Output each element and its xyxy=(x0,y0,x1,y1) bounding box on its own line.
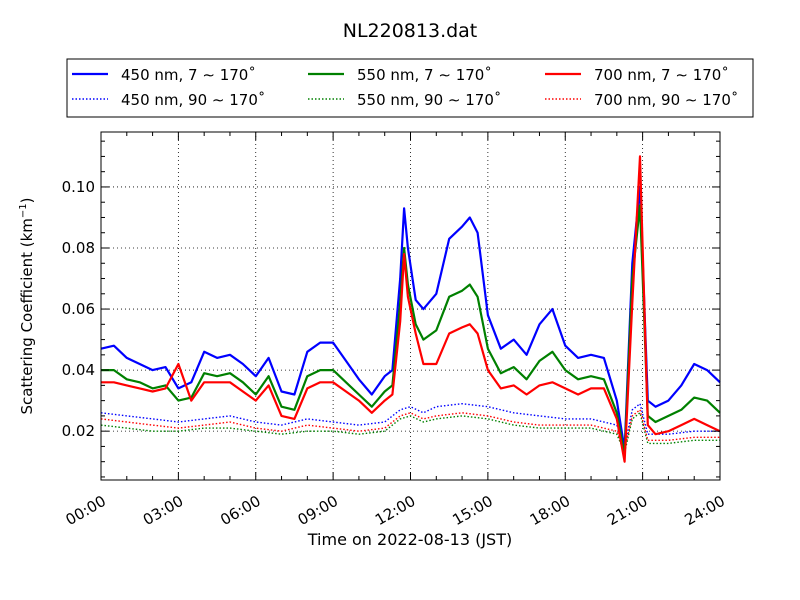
x-tick-label: 00:00 xyxy=(63,492,109,529)
legend-label: 450 nm, 90 ∼ 170˚ xyxy=(121,91,265,109)
x-tick-label: 15:00 xyxy=(449,492,495,529)
y-tick-label: 0.06 xyxy=(62,300,95,318)
x-tick-label: 06:00 xyxy=(217,492,263,529)
legend-label: 700 nm, 90 ∼ 170˚ xyxy=(594,91,738,109)
series-line-4 xyxy=(100,412,720,454)
legend-label: 450 nm, 7 ∼ 170˚ xyxy=(121,66,256,84)
chart-title: NL220813.dat xyxy=(343,20,478,42)
x-tick-label: 12:00 xyxy=(372,492,418,529)
legend: 450 nm, 7 ∼ 170˚ 550 nm, 7 ∼ 170˚ 700 nm, … xyxy=(66,58,754,118)
y-axis-label-sup: −1 xyxy=(18,203,29,218)
y-tick-label: 0.04 xyxy=(62,361,95,379)
y-tick-label: 0.08 xyxy=(62,239,95,257)
x-tick-label: 18:00 xyxy=(527,492,573,529)
legend-box xyxy=(66,58,754,118)
axis-ticks xyxy=(100,132,721,480)
x-axis-label: Time on 2022-08-13 (JST) xyxy=(307,530,512,549)
legend-label: 550 nm, 7 ∼ 170˚ xyxy=(357,66,492,84)
legend-label: 550 nm, 90 ∼ 170˚ xyxy=(357,91,501,109)
y-tick-labels: 0.02 0.04 0.06 0.08 0.10 xyxy=(62,178,95,440)
legend-label: 700 nm, 7 ∼ 170˚ xyxy=(594,66,729,84)
x-tick-labels: 00:00 03:00 06:00 09:00 12:00 15:00 18:00 21:00… xyxy=(63,492,728,529)
x-tick-label: 21:00 xyxy=(604,492,650,529)
series-line-2 xyxy=(101,155,721,463)
y-axis-label: Scattering Coefficient (km−1) xyxy=(18,197,36,414)
x-tick-label: 03:00 xyxy=(140,492,186,529)
y-tick-label: 0.02 xyxy=(62,422,95,440)
y-axis-label-end: ) xyxy=(18,197,36,203)
series-group xyxy=(100,155,721,463)
y-tick-label: 0.10 xyxy=(62,178,95,196)
x-tick-label: 09:00 xyxy=(295,492,341,529)
y-axis-label-main: Scattering Coefficient (km xyxy=(18,218,36,414)
x-tick-label: 24:00 xyxy=(682,492,728,529)
